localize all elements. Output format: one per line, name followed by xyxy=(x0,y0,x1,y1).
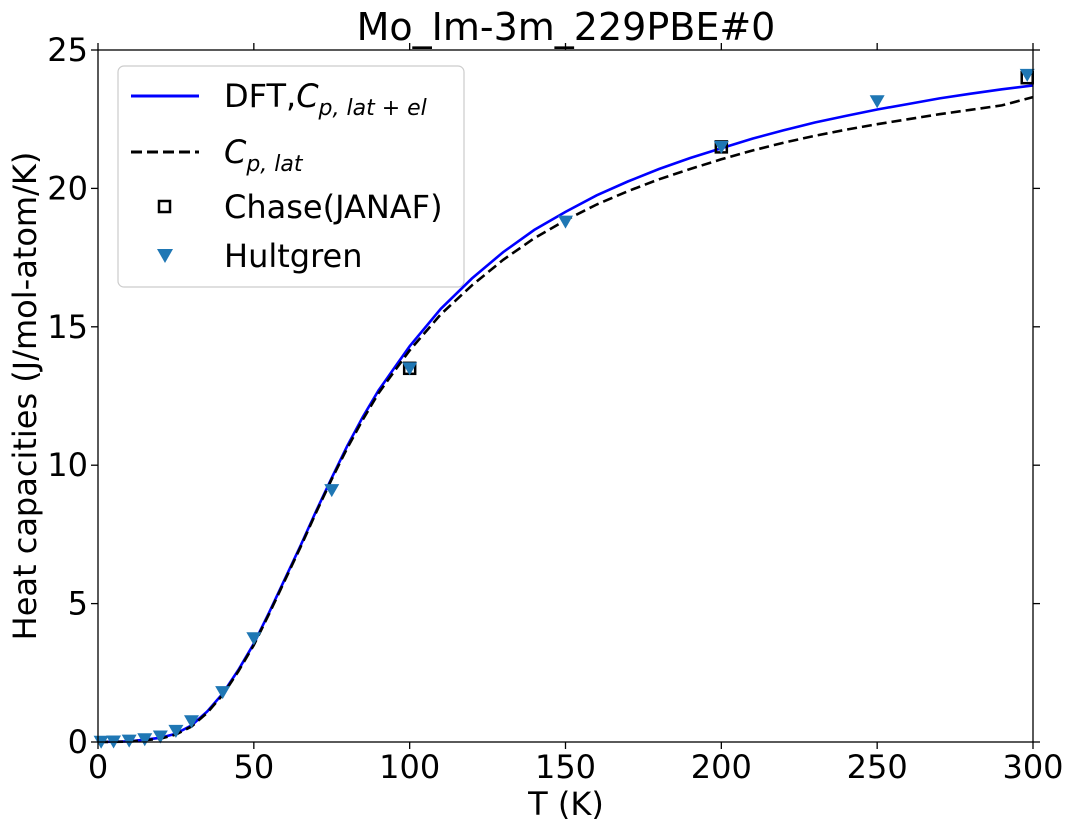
legend-lat-label: Cp, lat xyxy=(224,133,304,177)
legend-chase-label: Chase(JANAF) xyxy=(224,188,443,226)
hultgren-point xyxy=(713,140,729,154)
hultgren-point xyxy=(402,362,418,376)
y-tick-label: 10 xyxy=(47,446,88,484)
x-tick-label: 200 xyxy=(691,748,752,786)
hultgren-point xyxy=(1019,68,1035,82)
hultgren-point xyxy=(558,215,573,229)
hultgren-point xyxy=(152,730,168,744)
x-tick-label: 50 xyxy=(233,748,274,786)
x-tick-label: 300 xyxy=(1002,748,1063,786)
y-axis-ticks: 0 5 10 15 20 25 xyxy=(47,31,1040,761)
y-tick-label: 0 xyxy=(68,723,88,761)
legend-hultgren-marker xyxy=(157,249,173,263)
hultgren-point xyxy=(121,734,137,748)
y-axis-label: Heat capacities (J/mol-atom/K) xyxy=(6,152,44,641)
x-axis-label: T (K) xyxy=(527,785,604,823)
x-tick-label: 250 xyxy=(847,748,908,786)
legend-hultgren-label: Hultgren xyxy=(224,237,363,275)
y-tick-label: 15 xyxy=(47,308,88,346)
hultgren-point xyxy=(215,686,231,700)
hultgren-point xyxy=(137,733,153,747)
hultgren-point xyxy=(869,95,885,109)
y-tick-label: 25 xyxy=(47,31,88,69)
legend-chase-marker xyxy=(157,199,172,214)
chart-title: Mo_Im-3m_229PBE#0 xyxy=(357,5,776,49)
legend-box xyxy=(117,65,465,288)
y-tick-label: 20 xyxy=(47,169,88,207)
hultgren-point xyxy=(184,715,199,729)
plot-area: 0 50 100 150 200 250 300 0 5 10 15 20 25 xyxy=(47,31,1063,786)
x-tick-label: 100 xyxy=(379,748,440,786)
hultgren-point xyxy=(168,724,184,738)
y-tick-label: 5 xyxy=(68,585,88,623)
hultgren-point xyxy=(246,632,262,646)
series-layer xyxy=(93,68,1035,749)
hultgren-point xyxy=(324,484,340,498)
x-tick-label: 150 xyxy=(535,748,596,786)
x-axis-ticks: 0 50 100 150 200 250 300 xyxy=(88,43,1064,786)
legend: DFT,Cp, lat + el Cp, lat Chase(JANAF) Hu… xyxy=(117,65,465,288)
x-tick-label: 0 xyxy=(88,748,108,786)
